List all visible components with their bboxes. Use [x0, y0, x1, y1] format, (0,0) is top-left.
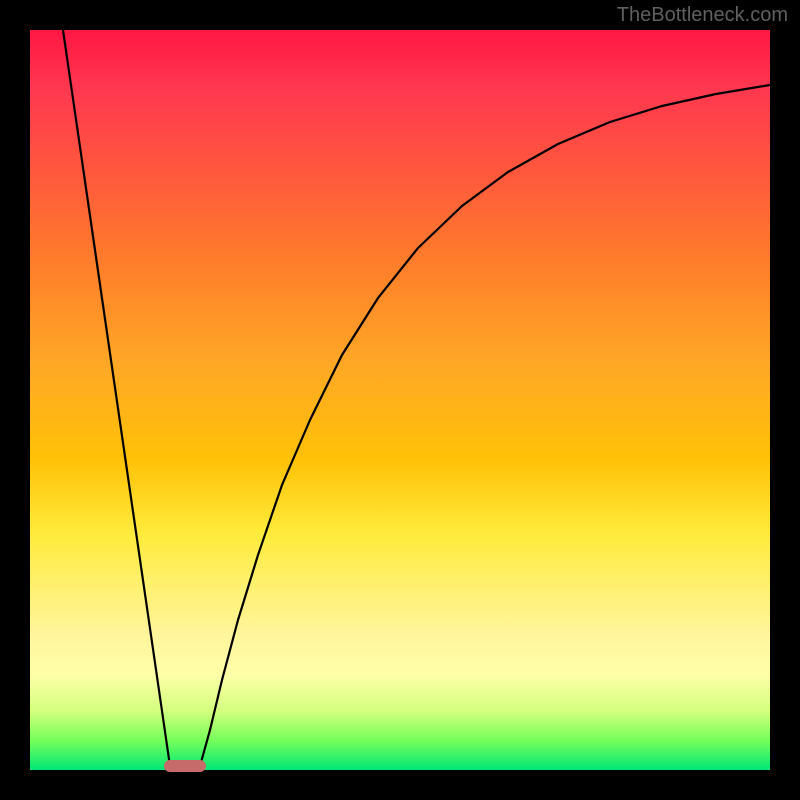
chart-plot-area: [30, 30, 770, 770]
watermark-text: TheBottleneck.com: [617, 4, 788, 27]
bottleneck-marker: [164, 760, 206, 772]
chart-lines: [30, 30, 770, 770]
right-ascending-curve: [200, 85, 770, 766]
left-descending-line: [63, 30, 170, 766]
